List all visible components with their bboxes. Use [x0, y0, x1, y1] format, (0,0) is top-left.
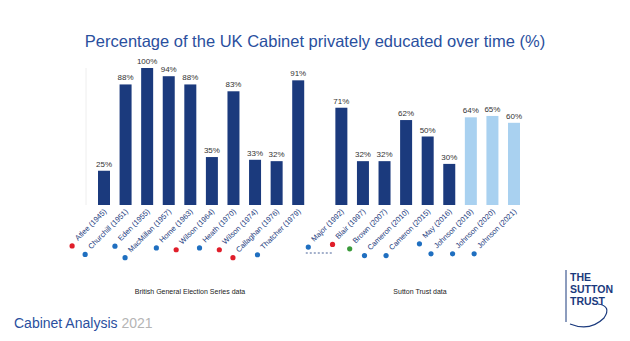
- data-label: 32%: [355, 150, 371, 159]
- logo-text: THE: [570, 271, 591, 283]
- party-dot: [122, 255, 127, 260]
- data-label: 91%: [290, 69, 306, 78]
- bar: [465, 117, 477, 205]
- bar: [357, 161, 369, 205]
- party-dot: [417, 241, 422, 246]
- x-tick-label: Thatcher (1979): [259, 207, 303, 251]
- party-dot: [450, 251, 455, 256]
- party-dot: [197, 245, 202, 250]
- party-dot: [347, 246, 352, 251]
- bar: [120, 84, 132, 205]
- logo-swirl: [570, 304, 607, 327]
- bar: [206, 157, 218, 205]
- bar: [141, 68, 153, 205]
- data-label: 94%: [161, 65, 177, 74]
- party-dot: [154, 245, 159, 250]
- bar: [400, 120, 412, 205]
- data-label: 33%: [247, 149, 263, 158]
- bar: [443, 164, 455, 205]
- chart: Percentage of the UK Cabinet privately e…: [0, 0, 630, 341]
- bar: [184, 84, 196, 205]
- bar: [379, 161, 391, 205]
- data-label: 83%: [225, 80, 241, 89]
- bar: [249, 160, 261, 205]
- data-label: 100%: [137, 57, 157, 66]
- footer-year: 2021: [122, 315, 153, 331]
- data-label: 30%: [441, 153, 457, 162]
- party-dot: [383, 253, 388, 258]
- gap-separator: [306, 253, 334, 254]
- bar: [227, 91, 239, 205]
- footer: Cabinet Analysis2021: [14, 315, 153, 331]
- labels: 25%Atlee (1945)88%Churchill (1951)100%Ed…: [73, 57, 522, 254]
- data-label: 35%: [204, 146, 220, 155]
- title: Percentage of the UK Cabinet privately e…: [85, 32, 545, 50]
- data-label: 25%: [96, 160, 112, 169]
- party-dot: [362, 253, 367, 258]
- logo-text: TRUST: [570, 295, 606, 307]
- party-dot: [217, 247, 222, 252]
- bar: [508, 123, 520, 205]
- party-dot: [83, 252, 88, 257]
- logo-rule: [566, 270, 567, 322]
- data-label: 60%: [506, 112, 522, 121]
- logo-text: SUTTON: [570, 283, 613, 295]
- logo: THESUTTONTRUST: [566, 270, 613, 327]
- data-label: 88%: [118, 73, 134, 82]
- data-label: 64%: [463, 106, 479, 115]
- bar: [163, 76, 175, 205]
- bar: [98, 171, 110, 205]
- data-label: 88%: [182, 73, 198, 82]
- footer-title: Cabinet Analysis: [14, 315, 118, 331]
- bars: [98, 68, 520, 205]
- party-dot: [112, 244, 117, 249]
- x-tick-label: Johnson (2021): [475, 207, 519, 251]
- annotation: British General Election Series data: [135, 288, 246, 295]
- annotation: Sutton Trust data: [393, 288, 446, 295]
- data-label: 71%: [333, 97, 349, 106]
- bar: [271, 161, 283, 205]
- party-dot: [330, 242, 335, 247]
- bar: [422, 137, 434, 206]
- bar: [486, 116, 498, 205]
- party-dot: [174, 247, 179, 252]
- party-dot: [306, 244, 311, 249]
- party-dot: [230, 255, 235, 260]
- bar: [335, 108, 347, 205]
- data-label: 65%: [484, 105, 500, 114]
- data-label: 32%: [269, 150, 285, 159]
- y-axis-line: [86, 68, 87, 205]
- data-label: 50%: [420, 126, 436, 135]
- data-label: 32%: [377, 150, 393, 159]
- bar: [292, 80, 304, 205]
- data-label: 62%: [398, 109, 414, 118]
- party-dot: [428, 251, 433, 256]
- party-dot: [255, 252, 260, 257]
- party-dot: [472, 251, 477, 256]
- party-dot: [70, 243, 75, 248]
